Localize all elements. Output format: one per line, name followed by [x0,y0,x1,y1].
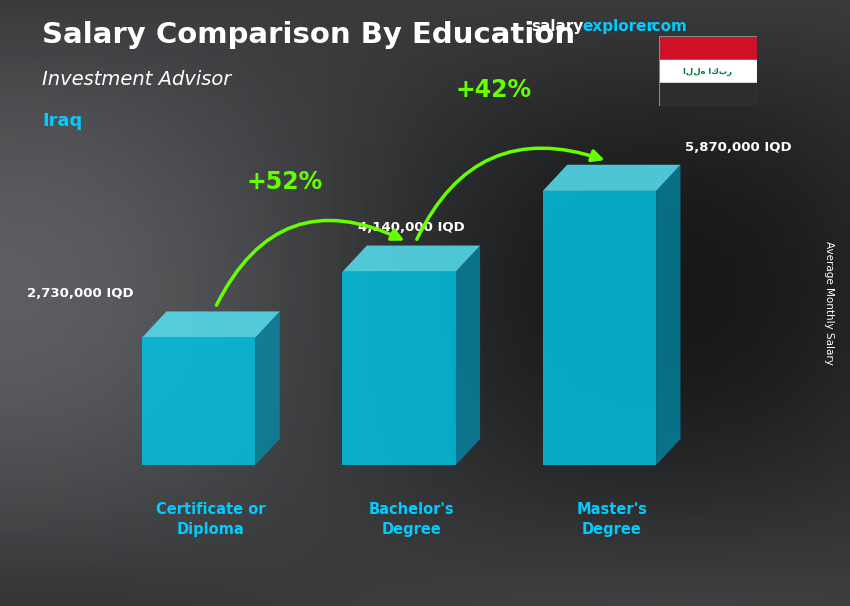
Text: .com: .com [646,19,687,35]
Text: salary: salary [531,19,584,35]
Text: Salary Comparison By Education: Salary Comparison By Education [42,21,575,49]
Text: الله اكبر: الله اكبر [683,67,732,76]
Text: Bachelor's
Degree: Bachelor's Degree [368,502,454,538]
Polygon shape [255,311,280,465]
Text: 2,730,000 IQD: 2,730,000 IQD [26,287,133,300]
Polygon shape [142,311,280,338]
Text: 4,140,000 IQD: 4,140,000 IQD [358,221,465,235]
Text: Average Monthly Salary: Average Monthly Salary [824,241,834,365]
Polygon shape [543,165,681,191]
Text: +52%: +52% [246,170,323,194]
Polygon shape [456,245,480,465]
Text: explorer: explorer [582,19,654,35]
Text: Certificate or
Diploma: Certificate or Diploma [156,502,266,538]
Bar [659,59,756,83]
Text: Iraq: Iraq [42,112,82,130]
Polygon shape [543,191,656,465]
Text: 5,870,000 IQD: 5,870,000 IQD [685,141,791,153]
Polygon shape [343,245,480,271]
Polygon shape [142,338,255,465]
Polygon shape [343,271,456,465]
Polygon shape [656,165,681,465]
Bar [659,36,756,59]
Text: Master's
Degree: Master's Degree [576,502,647,538]
Text: +42%: +42% [456,78,532,102]
Text: Investment Advisor: Investment Advisor [42,70,232,88]
Bar [659,83,756,106]
